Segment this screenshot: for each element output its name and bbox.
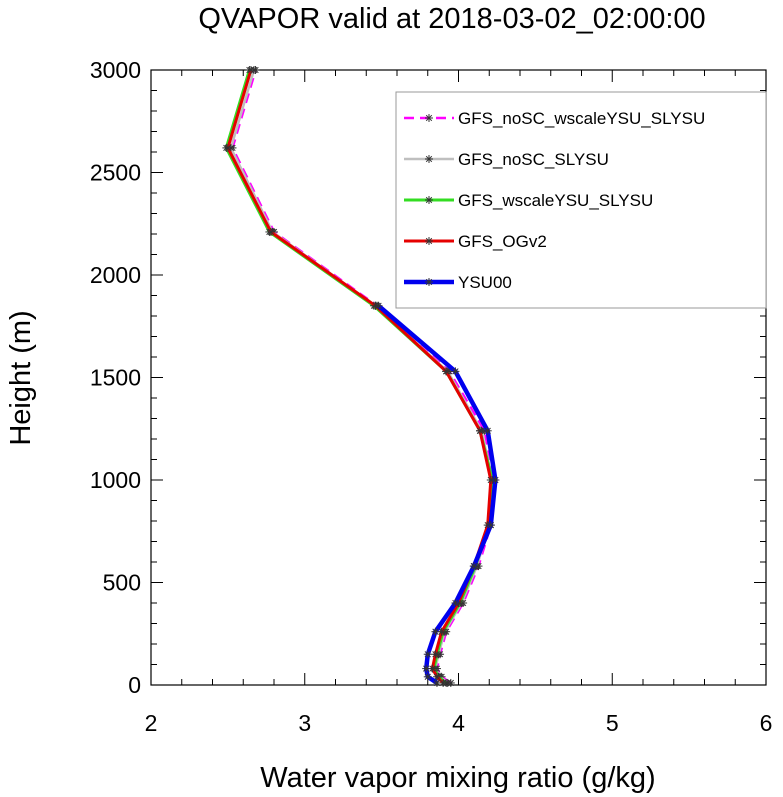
series-marker — [437, 627, 446, 636]
series-marker — [428, 664, 437, 673]
series-marker — [491, 476, 500, 484]
legend-label: GFS_wscaleYSU_SLYSU — [458, 191, 653, 210]
legend-marker — [425, 155, 433, 163]
series-marker — [423, 650, 432, 659]
legend-marker — [425, 237, 433, 245]
series-marker — [422, 664, 431, 673]
series-marker — [469, 562, 478, 571]
y-tick-label: 1000 — [90, 467, 141, 493]
series-marker — [432, 678, 441, 687]
series-marker — [451, 367, 460, 376]
legend-marker — [425, 196, 433, 204]
y-tick-label: 2500 — [90, 160, 141, 186]
series-marker — [431, 650, 440, 659]
legend-label: GFS_noSC_wscaleYSU_SLYSU — [458, 109, 705, 128]
y-tick-label: 0 — [128, 672, 141, 698]
series-marker — [486, 521, 495, 530]
series-marker — [246, 66, 255, 74]
chart-title: QVAPOR valid at 2018-03-02_02:00:00 — [198, 3, 705, 35]
series-marker — [483, 426, 492, 435]
y-tick-label: 3000 — [90, 57, 141, 83]
legend-entry: GFS_noSC_wscaleYSU_SLYSU — [404, 109, 705, 128]
y-tick-label: 1500 — [90, 365, 141, 391]
x-tick-label: 6 — [760, 710, 773, 736]
series-group — [222, 66, 500, 687]
y-tick-label: 2000 — [90, 262, 141, 288]
series-marker — [476, 426, 485, 435]
x-tick-label: 5 — [606, 710, 619, 736]
y-axis-title: Height (m) — [5, 310, 37, 445]
series-marker — [431, 627, 440, 636]
axes-group: 2 3 4 5 6 0 500 1000 1500 2000 2500 3000 — [90, 57, 773, 736]
series-marker — [266, 227, 275, 236]
legend-entry: GFS_noSC_SLYSU — [404, 150, 609, 169]
legend-box — [395, 91, 767, 309]
x-tick-label: 2 — [145, 710, 158, 736]
x-tick-label: 3 — [298, 710, 311, 736]
series-marker — [423, 672, 432, 681]
series-marker — [374, 301, 383, 310]
series-marker — [223, 143, 232, 152]
series-marker — [451, 599, 460, 607]
x-tick-label: 4 — [452, 710, 465, 736]
series-marker — [442, 367, 451, 376]
y-tick-label: 500 — [103, 570, 141, 596]
series-YSU00 — [374, 301, 500, 687]
legend-label: GFS_noSC_SLYSU — [458, 150, 609, 169]
legend-label: YSU00 — [458, 273, 512, 292]
legend-marker — [425, 114, 433, 122]
x-axis-title: Water vapor mixing ratio (g/kg) — [260, 762, 655, 794]
legend-label: GFS_OGv2 — [458, 232, 547, 251]
legend: GFS_noSC_wscaleYSU_SLYSU GFS_noSC_SLYSU GF… — [395, 91, 767, 309]
legend-entry: GFS_wscaleYSU_SLYSU — [404, 191, 653, 210]
legend-entry: GFS_OGv2 — [404, 232, 547, 251]
legend-marker — [425, 278, 433, 286]
legend-entry: YSU00 — [404, 273, 512, 292]
